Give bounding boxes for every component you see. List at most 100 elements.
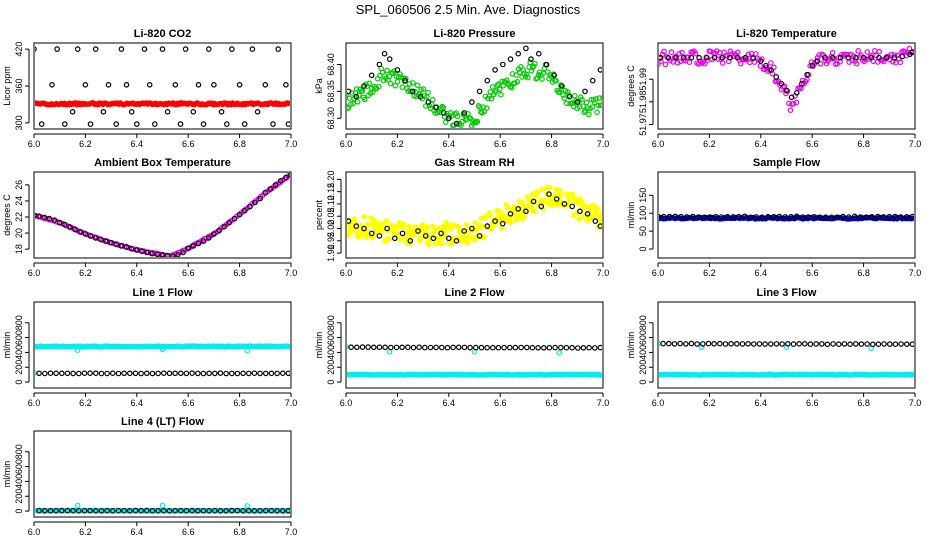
data-point bbox=[35, 370, 37, 376]
data-point bbox=[212, 507, 218, 514]
data-point bbox=[813, 341, 819, 347]
x-tick-label: 6.0 bbox=[28, 139, 41, 149]
data-point bbox=[503, 77, 510, 84]
data-point bbox=[903, 341, 910, 348]
data-point bbox=[577, 208, 583, 215]
data-point bbox=[72, 226, 78, 233]
data-point bbox=[521, 213, 528, 220]
x-tick-label: 6.8 bbox=[545, 398, 558, 408]
data-point bbox=[574, 99, 581, 105]
data-point bbox=[262, 82, 269, 88]
data-point bbox=[811, 214, 817, 220]
data-point bbox=[563, 344, 570, 351]
data-point bbox=[402, 77, 408, 84]
data-point bbox=[804, 71, 810, 78]
data-point bbox=[771, 64, 777, 71]
data-point bbox=[381, 50, 388, 57]
y-tick-label: 0 bbox=[326, 380, 336, 385]
data-point bbox=[221, 223, 228, 230]
data-point bbox=[195, 82, 202, 88]
data-point bbox=[200, 121, 207, 127]
data-point bbox=[414, 82, 421, 89]
data-point bbox=[532, 208, 538, 215]
data-point bbox=[899, 53, 906, 60]
data-point bbox=[773, 74, 780, 80]
data-point bbox=[530, 198, 537, 205]
data-point bbox=[206, 507, 212, 514]
data-point bbox=[564, 89, 571, 95]
data-point bbox=[384, 225, 390, 232]
data-point bbox=[445, 235, 452, 242]
y-tick-label: 400 bbox=[638, 345, 648, 360]
data-point bbox=[161, 370, 167, 377]
data-point bbox=[876, 54, 882, 61]
data-point bbox=[824, 341, 831, 348]
data-point bbox=[868, 54, 875, 61]
data-point bbox=[387, 344, 394, 351]
data-point bbox=[699, 341, 706, 347]
data-point bbox=[689, 213, 696, 220]
data-point bbox=[431, 228, 438, 235]
data-point bbox=[51, 217, 58, 224]
data-point bbox=[279, 370, 286, 377]
x-tick-label: 6.6 bbox=[494, 398, 507, 408]
data-point bbox=[87, 233, 94, 239]
data-point bbox=[283, 82, 289, 88]
data-point bbox=[74, 46, 81, 52]
data-point bbox=[76, 370, 82, 377]
data-point bbox=[492, 67, 498, 73]
data-point bbox=[401, 222, 407, 228]
y-tick-label: 1.95 bbox=[326, 232, 336, 250]
data-point bbox=[172, 82, 179, 88]
data-point bbox=[128, 109, 135, 115]
data-point bbox=[438, 230, 444, 237]
data-point bbox=[677, 340, 683, 347]
data-point bbox=[779, 341, 785, 347]
data-point bbox=[814, 58, 821, 64]
data-point bbox=[891, 54, 898, 61]
y-tick-label: 51.98 bbox=[638, 91, 648, 114]
data-point bbox=[762, 341, 768, 347]
data-point bbox=[483, 105, 490, 111]
data-point bbox=[379, 227, 385, 233]
data-point bbox=[722, 341, 729, 347]
data-point bbox=[539, 76, 545, 82]
data-point bbox=[450, 344, 456, 351]
data-point bbox=[576, 216, 582, 222]
data-point bbox=[805, 214, 812, 220]
data-point bbox=[841, 341, 848, 347]
data-point bbox=[776, 213, 783, 220]
data-point bbox=[70, 507, 76, 514]
data-point bbox=[556, 349, 563, 356]
data-point bbox=[217, 370, 224, 376]
data-point bbox=[226, 219, 233, 226]
data-point bbox=[903, 214, 910, 220]
data-point bbox=[698, 344, 705, 351]
x-tick-label: 6.2 bbox=[79, 139, 92, 149]
data-point bbox=[127, 370, 133, 377]
y-tick-label: 51.97 bbox=[638, 113, 648, 136]
x-tick-label: 7.0 bbox=[285, 268, 298, 278]
x-tick-label: 6.0 bbox=[340, 398, 353, 408]
data-point bbox=[463, 222, 470, 228]
x-tick-label: 6.2 bbox=[391, 268, 404, 278]
data-point bbox=[506, 344, 513, 351]
data-point bbox=[74, 502, 81, 509]
data-point bbox=[92, 235, 99, 241]
data-point bbox=[391, 235, 398, 242]
x-tick-label: 6.8 bbox=[857, 268, 870, 278]
x-tick-label: 7.0 bbox=[909, 398, 922, 408]
data-point bbox=[166, 370, 173, 377]
data-point bbox=[223, 507, 229, 514]
data-point bbox=[104, 370, 110, 377]
data-point bbox=[535, 344, 541, 351]
data-point bbox=[257, 195, 264, 202]
x-tick-label: 7.0 bbox=[909, 268, 922, 278]
data-point bbox=[557, 344, 564, 351]
data-point bbox=[668, 49, 675, 56]
panel-title: Li-820 Pressure bbox=[434, 28, 516, 40]
data-point bbox=[801, 340, 808, 347]
data-point bbox=[534, 189, 541, 196]
data-point bbox=[195, 370, 201, 377]
chart-ambient-temp: Ambient Box Temperature degrees C 6.0 6.2 6.… bbox=[2, 157, 297, 278]
